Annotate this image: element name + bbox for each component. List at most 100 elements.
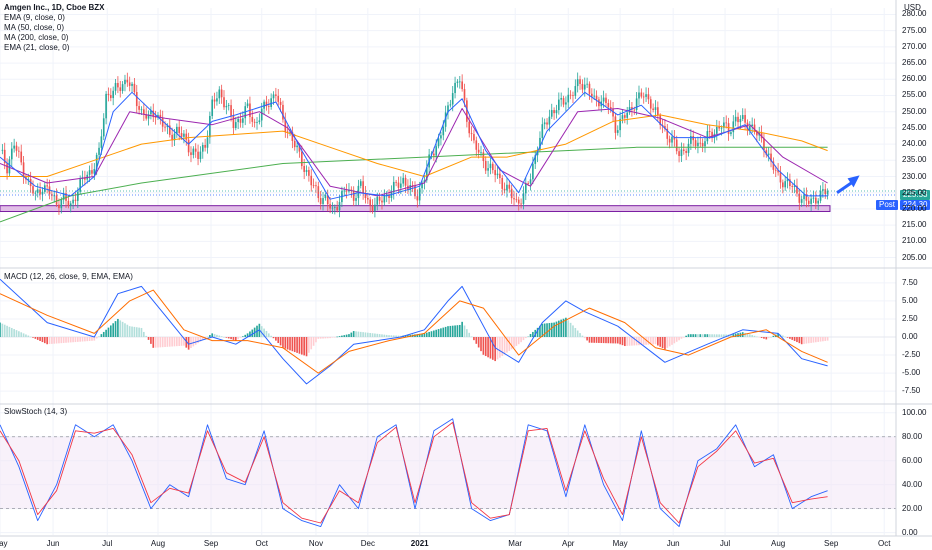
candle-body — [147, 114, 150, 119]
candle-body — [602, 97, 605, 102]
currency-label: USD — [904, 3, 921, 12]
macd-histogram-bar — [230, 337, 232, 340]
candle-body — [117, 82, 119, 88]
macd-histogram-bar — [673, 337, 676, 344]
candle-body — [166, 125, 169, 128]
macd-histogram-bar — [767, 337, 770, 339]
candle-body — [725, 122, 728, 124]
macd-histogram-bar — [343, 335, 346, 337]
candle-body — [706, 131, 709, 142]
candle-body — [128, 82, 131, 86]
candle-body — [807, 200, 810, 204]
macd-histogram-bar — [192, 337, 195, 347]
macd-histogram-bar — [378, 334, 381, 337]
macd-histogram-bar — [600, 337, 603, 344]
macd-histogram-bar — [400, 335, 402, 337]
macd-histogram-bar — [128, 326, 131, 337]
macd-histogram-bar — [562, 318, 565, 337]
candle-body — [798, 193, 801, 203]
macd-histogram-bar — [62, 337, 65, 343]
candle-body — [612, 108, 614, 117]
macd-histogram-bar — [678, 337, 680, 341]
macd-histogram-bar — [466, 329, 468, 337]
macd-histogram-bar — [166, 337, 169, 347]
macd-histogram-bar — [147, 337, 150, 340]
macd-histogram-bar — [687, 334, 690, 337]
macd-histogram-bar — [331, 337, 334, 338]
macd-histogram-bar — [277, 337, 280, 344]
candle-body — [131, 83, 133, 86]
macd-histogram-bar — [298, 337, 301, 354]
candle-body — [744, 115, 746, 123]
macd-histogram-bar — [312, 337, 315, 346]
candle-body — [258, 120, 261, 123]
candle-body — [119, 87, 122, 91]
stoch-d-line — [0, 421, 828, 524]
macd-histogram-bar — [522, 337, 525, 341]
candle-body — [135, 92, 138, 107]
candle-body — [34, 192, 37, 194]
x-tick-label: May — [0, 539, 8, 548]
last-price-tag: 225.53 — [900, 190, 931, 200]
macd-histogram-bar — [591, 337, 593, 343]
macd-histogram-bar — [692, 334, 695, 337]
macd-histogram-bar — [34, 337, 37, 339]
candle-body — [524, 183, 527, 194]
candle-body — [67, 200, 70, 206]
macd-histogram-bar — [734, 333, 737, 337]
macd-histogram-bar — [263, 328, 265, 337]
candle-body — [595, 95, 598, 100]
stoch-band — [0, 436, 896, 509]
candle-body — [767, 153, 770, 155]
candle-body — [112, 90, 115, 99]
macd-histogram-bar — [800, 337, 803, 345]
candle-body — [187, 139, 190, 153]
legend-ema9: EMA (9, close, 0) — [4, 13, 65, 22]
macd-histogram-bar — [211, 333, 214, 337]
candle-body — [369, 199, 372, 206]
candle-body — [753, 124, 756, 132]
candle-body — [199, 151, 202, 160]
macd-histogram-bar — [708, 334, 711, 337]
macd-histogram-bar — [499, 337, 501, 358]
macd-histogram-bar — [628, 337, 631, 346]
macd-histogram-bar — [81, 337, 84, 342]
macd-histogram-bar — [140, 327, 143, 337]
macd-histogram-bar — [661, 337, 664, 349]
candle-body — [774, 169, 777, 171]
candle-body — [501, 177, 504, 189]
candle-body — [298, 145, 301, 152]
candle-body — [126, 79, 129, 83]
candle-body — [579, 79, 581, 84]
macd-histogram-bar — [345, 334, 348, 337]
candle-body — [468, 121, 471, 134]
candle-body — [72, 199, 74, 204]
candle-body — [263, 101, 265, 109]
macd-histogram-bar — [154, 337, 157, 348]
macd-histogram-bar — [305, 337, 308, 357]
candle-body — [664, 126, 666, 129]
price-y-tick-label: 210.00 — [902, 236, 927, 246]
macd-histogram-bar — [135, 327, 138, 337]
macd-histogram-bar — [317, 337, 320, 339]
candle-body — [680, 149, 683, 156]
macd-histogram-bar — [520, 337, 522, 343]
post-price-tag: 224.30 — [900, 200, 931, 210]
macd-histogram-bar — [291, 337, 294, 352]
arrow-shaft — [836, 180, 855, 194]
candle-body — [62, 193, 65, 200]
price-y-tick-label: 265.00 — [902, 58, 927, 68]
macd-histogram-bar — [300, 337, 303, 355]
candle-body — [265, 101, 268, 107]
candle-body — [168, 125, 171, 135]
candle-body — [737, 116, 739, 123]
macd-histogram-bar — [555, 321, 558, 337]
price-y-tick-label: 260.00 — [902, 74, 927, 84]
macd-histogram-bar — [489, 337, 492, 359]
candle-body — [668, 138, 671, 143]
macd-histogram-bar — [815, 337, 817, 343]
candle-body — [13, 145, 15, 149]
chart-title: Amgen Inc., 1D, Cboe BZX — [4, 3, 105, 12]
